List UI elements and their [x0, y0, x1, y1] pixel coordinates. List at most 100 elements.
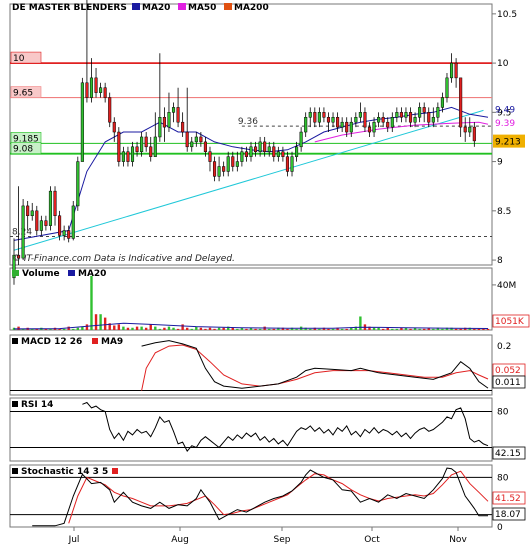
stoch-k-last-box: [492, 507, 526, 521]
volume-bar: [85, 324, 89, 330]
volume-bar: [31, 328, 34, 330]
panel-frame-3: [9, 397, 493, 462]
candle-body: [454, 62, 458, 79]
volume-bar: [140, 326, 143, 330]
volume-bar: [454, 328, 458, 330]
candle-body: [21, 205, 25, 259]
x-tick-label: Jul: [68, 535, 80, 545]
volume-bar: [131, 327, 134, 330]
volume-bar: [286, 328, 289, 330]
candle-body: [472, 126, 476, 142]
candle-body: [263, 141, 267, 152]
volume-bar: [185, 327, 189, 330]
volume-bar: [395, 328, 399, 330]
volume-bar: [99, 314, 102, 330]
candle-body: [190, 141, 194, 148]
volume-bar: [72, 328, 75, 330]
volume-bar: [44, 328, 48, 330]
last-price-label: 9.213: [495, 138, 521, 148]
candle-body: [153, 136, 157, 157]
candle-body: [345, 121, 349, 133]
candle-body: [372, 121, 376, 133]
candle-body: [80, 82, 84, 162]
macd-last-box: [492, 375, 526, 389]
volume-bar: [149, 324, 152, 330]
candle-body: [185, 131, 189, 148]
macd-line: [141, 340, 489, 389]
volume-bar: [290, 327, 294, 330]
candle-body: [276, 151, 280, 157]
candle-body: [35, 210, 39, 231]
volume-bar: [368, 326, 371, 330]
candle-body: [135, 146, 139, 152]
stoch-ytick-label: 0: [497, 523, 503, 533]
macd-legend-swatch: [12, 338, 18, 344]
candle-body: [181, 121, 185, 133]
volume-bar: [113, 325, 116, 330]
volume-bar: [391, 328, 394, 330]
price-ytick-label: 9: [497, 158, 503, 168]
candle-body: [44, 220, 48, 226]
candle-body: [322, 112, 326, 118]
price-ytick-label: 10.5: [497, 10, 517, 20]
volume-bar: [400, 327, 403, 330]
candle-body: [94, 77, 98, 93]
stoch-k-line: [32, 467, 488, 527]
level-tag-label: 9.65: [13, 89, 33, 99]
volume-bar: [217, 327, 221, 330]
volume-bar: [386, 327, 389, 330]
candle-body: [336, 117, 340, 128]
volume-bar: [327, 328, 330, 330]
rsi-legend-swatch: [12, 401, 18, 407]
volume-bar: [181, 324, 184, 330]
candle-body: [203, 141, 207, 152]
volume-ma20-line: [13, 322, 489, 330]
level-tag-label: 9.08: [13, 145, 33, 155]
volume-bar: [76, 327, 80, 330]
volume-bar: [158, 328, 162, 330]
volume-bar: [441, 328, 444, 330]
volume-bar: [295, 328, 298, 330]
volume-bar: [62, 328, 66, 330]
volume-bar: [436, 327, 440, 330]
volume-bar: [94, 314, 98, 330]
candle-body: [304, 117, 308, 133]
stoch-legend-swatch: [12, 468, 18, 474]
volume-bar: [258, 328, 262, 330]
candle-body: [299, 131, 303, 148]
macd-ytick-label: 0.2: [497, 342, 511, 352]
panel-frame-4: [9, 464, 493, 528]
volume-bar: [122, 326, 125, 330]
volume-ma-legend-swatch: [68, 270, 75, 276]
candle-body: [12, 254, 16, 279]
volume-bar: [277, 327, 280, 330]
volume-bar: [486, 328, 490, 330]
candle-body: [231, 156, 235, 167]
volume-bar: [482, 328, 485, 330]
volume-bar: [345, 328, 348, 330]
volume-bar: [163, 327, 166, 330]
candle-body: [162, 117, 166, 128]
volume-bar: [359, 316, 362, 330]
candle-body: [217, 166, 221, 177]
volume-bar: [195, 326, 198, 330]
candle-body: [358, 112, 362, 118]
last-value-label: 9.49: [495, 105, 515, 115]
candle-body: [290, 156, 294, 172]
volume-bar: [404, 327, 408, 330]
volume-bar: [340, 328, 344, 330]
volume-bar: [245, 328, 248, 330]
level-tag-label: 9.185: [13, 134, 39, 144]
candle-body: [126, 151, 130, 162]
candle-body: [67, 230, 71, 239]
candle-body: [130, 146, 135, 162]
volume-bar: [336, 327, 339, 330]
volume-bar: [322, 327, 326, 330]
volume-bar: [354, 326, 358, 330]
candle-body: [158, 117, 162, 138]
volume-ma-legend-label: MA20: [78, 269, 106, 279]
candle-body: [386, 121, 390, 128]
volume-bar: [21, 328, 25, 330]
candle-body: [53, 190, 57, 217]
legend-label: MA50: [188, 3, 216, 13]
